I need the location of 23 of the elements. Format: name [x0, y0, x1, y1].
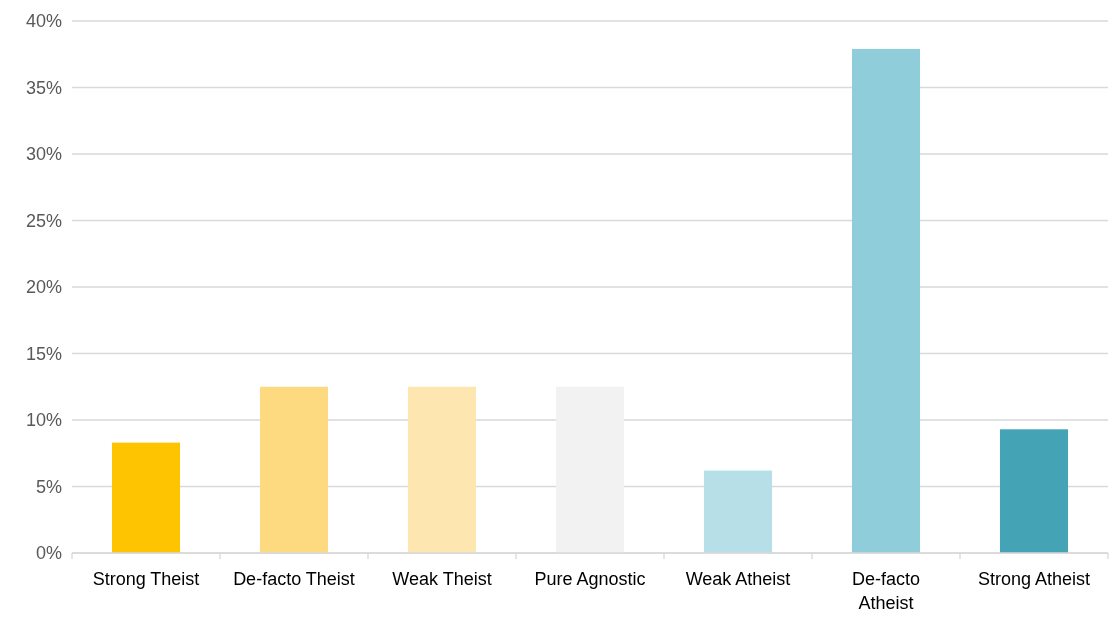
x-tick-label: De-facto Theist	[233, 569, 355, 589]
bar	[703, 470, 773, 553]
bar	[111, 442, 181, 553]
bar	[407, 386, 477, 553]
x-tick-label: Strong Theist	[92, 569, 200, 589]
y-tick-label: 25%	[25, 210, 62, 231]
x-tick-label: Weak Theist	[392, 569, 492, 589]
y-tick-label: 10%	[25, 410, 62, 431]
y-tick-label: 35%	[25, 77, 62, 98]
x-tick-label: De-facto Atheist	[851, 569, 921, 613]
x-tick-label: Strong Atheist	[977, 569, 1091, 589]
y-tick-label: 40%	[25, 11, 62, 32]
y-tick-label: 20%	[25, 277, 62, 298]
y-tick-label: 5%	[35, 476, 62, 497]
x-tick-label: Pure Agnostic	[534, 569, 646, 589]
y-tick-label: 15%	[25, 343, 62, 364]
y-tick-label: 30%	[25, 144, 62, 165]
x-tick-label: Weak Atheist	[685, 569, 791, 589]
bar	[555, 386, 625, 553]
y-tick-label: 0%	[35, 543, 62, 564]
bar	[851, 48, 921, 553]
bar	[999, 429, 1069, 553]
bar	[259, 386, 329, 553]
